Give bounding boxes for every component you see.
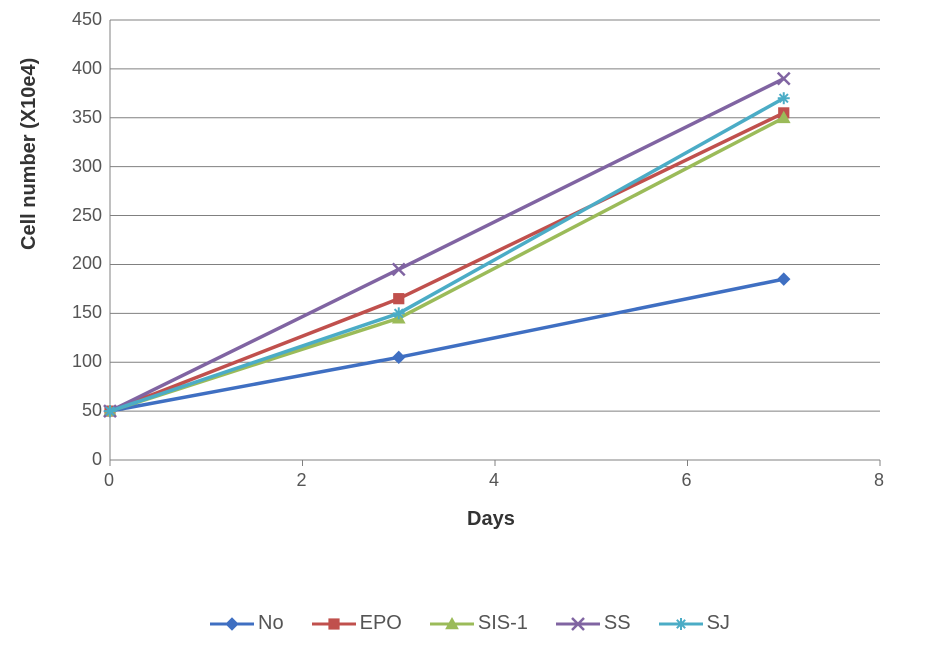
- y-tick-label: 0: [92, 449, 102, 470]
- x-tick-label: 4: [489, 470, 499, 491]
- y-tick-label: 300: [72, 156, 102, 177]
- y-tick-label: 50: [82, 400, 102, 421]
- legend-swatch: [312, 614, 356, 634]
- legend-item-SS: SS: [556, 612, 631, 635]
- legend-item-EPO: EPO: [312, 612, 402, 635]
- x-tick-label: 2: [297, 470, 307, 491]
- x-tick-label: 0: [104, 470, 114, 491]
- legend-label: No: [258, 612, 284, 635]
- legend-item-No: No: [210, 612, 284, 635]
- x-tick-label: 8: [874, 470, 884, 491]
- legend-label: SIS-1: [478, 612, 528, 635]
- y-tick-label: 400: [72, 58, 102, 79]
- y-axis-label: Cell number (X10e4): [18, 58, 41, 250]
- legend-swatch: [556, 614, 600, 634]
- y-tick-label: 200: [72, 253, 102, 274]
- x-axis-label: Days: [467, 508, 515, 531]
- legend-label: EPO: [360, 612, 402, 635]
- y-tick-label: 100: [72, 351, 102, 372]
- line-chart: [0, 0, 940, 655]
- legend-swatch: [659, 614, 703, 634]
- y-tick-label: 150: [72, 302, 102, 323]
- y-tick-label: 450: [72, 9, 102, 30]
- legend-swatch: [430, 614, 474, 634]
- legend: No EPO SIS-1 SS SJ: [0, 612, 940, 635]
- legend-item-SIS-1: SIS-1: [430, 612, 528, 635]
- y-tick-label: 350: [72, 107, 102, 128]
- legend-item-SJ: SJ: [659, 612, 730, 635]
- x-tick-label: 6: [682, 470, 692, 491]
- y-tick-label: 250: [72, 205, 102, 226]
- legend-label: SJ: [707, 612, 730, 635]
- legend-swatch: [210, 614, 254, 634]
- legend-label: SS: [604, 612, 631, 635]
- chart-container: Cell number (X10e4) Days NoEPOSIS-1SSSJ …: [0, 0, 940, 655]
